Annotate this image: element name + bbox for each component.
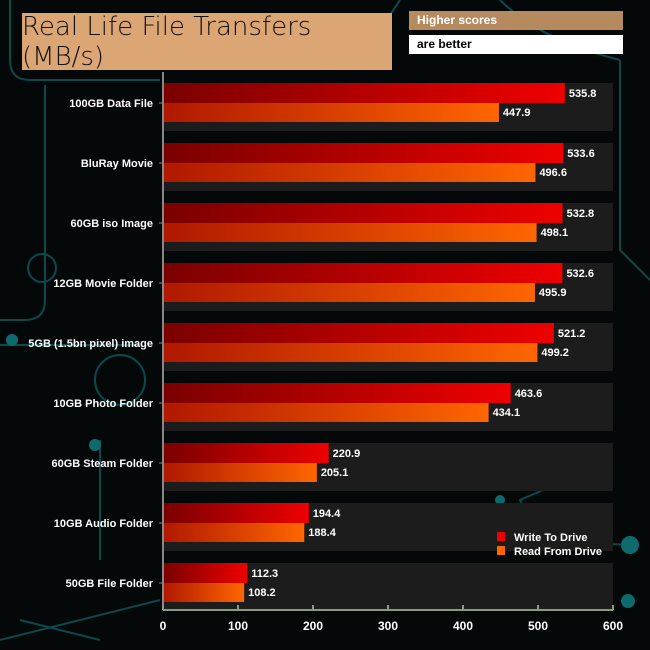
bar-read [163, 523, 305, 542]
legend-label: Write To Drive [514, 532, 588, 544]
bar-write [163, 563, 248, 583]
bar-write [163, 323, 554, 343]
legend-label: Read From Drive [514, 546, 602, 558]
data-label-read: 496.6 [539, 167, 567, 179]
bar-read [163, 283, 535, 302]
data-label-read: 205.1 [321, 467, 349, 479]
category-label: 50GB File Folder [66, 578, 154, 590]
data-label-read: 498.1 [541, 227, 569, 239]
bar-read [163, 463, 317, 482]
bar-write [163, 83, 565, 103]
data-label-write: 533.6 [567, 148, 595, 160]
x-tick-label: 200 [303, 619, 323, 633]
bar-write [163, 503, 309, 523]
category-label: BluRay Movie [81, 158, 153, 170]
category-label: 10GB Audio Folder [54, 518, 154, 530]
data-label-read: 188.4 [308, 527, 336, 539]
note-higher-scores: Higher scores [409, 11, 623, 30]
bar-write [163, 383, 511, 403]
x-tick-label: 600 [603, 619, 623, 633]
data-label-write: 194.4 [313, 508, 341, 520]
chart-title: Real Life File Transfers (MB/s) [22, 12, 392, 72]
data-label-write: 220.9 [333, 448, 361, 460]
category-label: 100GB Data File [69, 98, 153, 110]
data-label-read: 108.2 [248, 587, 276, 599]
bar-read [163, 103, 499, 122]
data-label-write: 532.6 [566, 268, 594, 280]
bar-write [163, 263, 563, 283]
x-tick-label: 300 [378, 619, 398, 633]
note-are-better: are better [409, 35, 623, 54]
bar-write [163, 143, 564, 163]
bar-write [163, 443, 329, 463]
category-label: 60GB iso Image [70, 218, 153, 230]
bar-read [163, 343, 538, 362]
data-label-write: 532.8 [567, 208, 595, 220]
data-label-write: 112.3 [251, 568, 278, 580]
bar-read [163, 163, 536, 182]
category-label: 60GB Steam Folder [52, 458, 154, 470]
bar-read [163, 223, 537, 242]
data-label-read: 495.9 [539, 287, 567, 299]
data-label-write: 463.6 [515, 388, 543, 400]
category-label: 10GB Photo Folder [53, 398, 153, 410]
legend-swatch [497, 546, 505, 555]
data-label-read: 434.1 [493, 407, 521, 419]
data-label-read: 447.9 [503, 107, 531, 119]
legend-swatch [497, 532, 505, 541]
category-label: 12GB Movie Folder [53, 278, 153, 290]
data-label-write: 535.8 [569, 88, 597, 100]
category-label: 5GB (1.5bn pixel) image [28, 338, 153, 350]
data-label-read: 499.2 [541, 347, 569, 359]
x-tick-label: 0 [160, 619, 167, 633]
x-tick-label: 100 [228, 619, 248, 633]
data-label-write: 521.2 [558, 328, 586, 340]
bar-write [163, 203, 563, 223]
x-tick-label: 400 [453, 619, 473, 633]
bar-read [163, 583, 245, 602]
bar-read [163, 403, 489, 422]
x-tick-label: 500 [528, 619, 548, 633]
